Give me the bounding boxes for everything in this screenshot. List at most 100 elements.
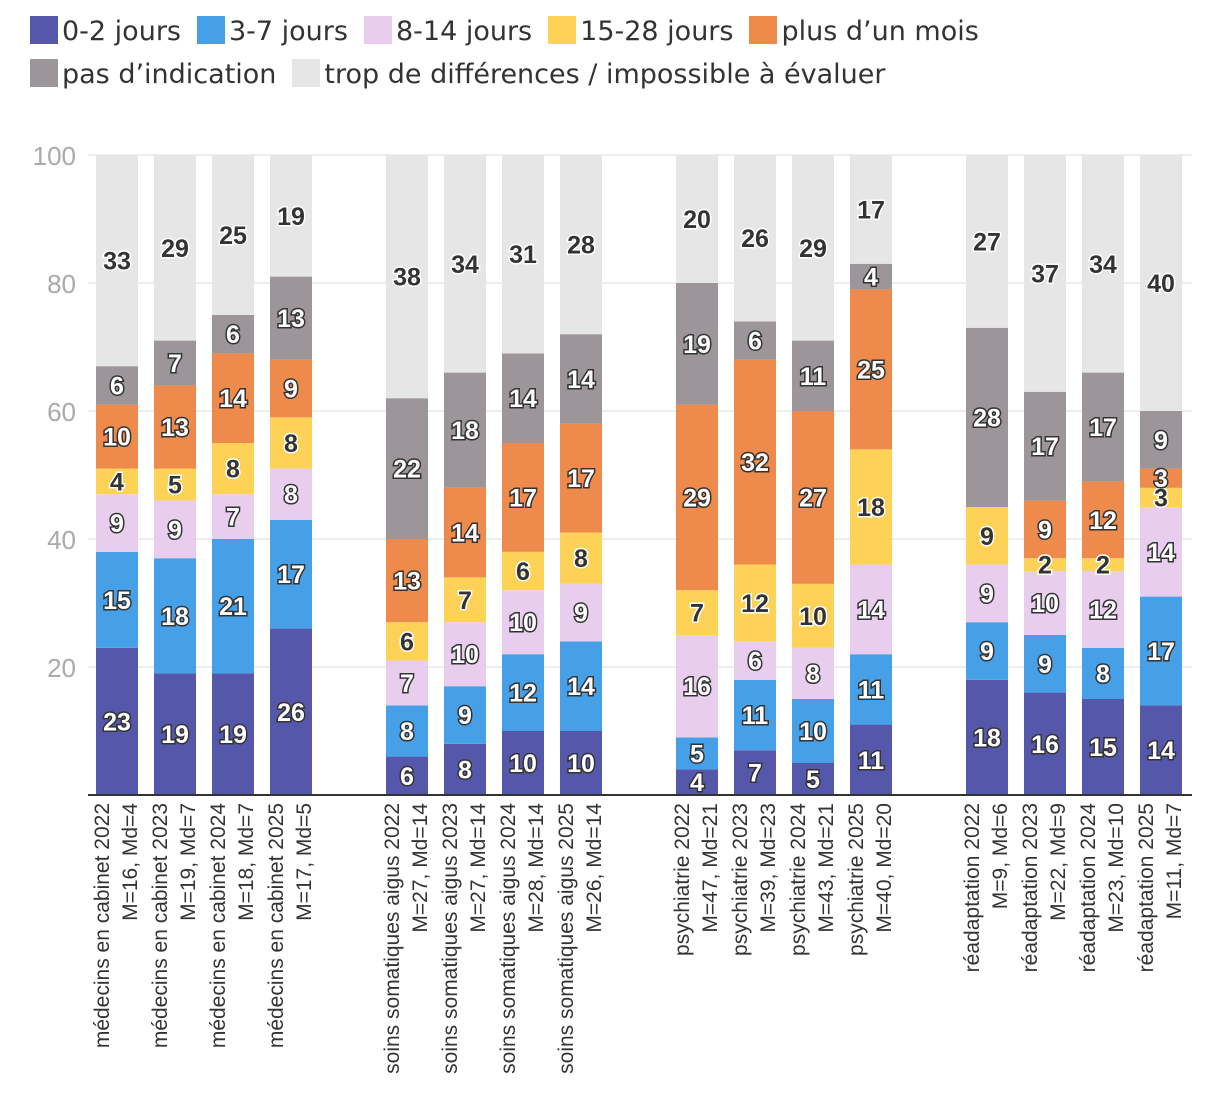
bar-segment-3-0 xyxy=(270,628,312,795)
data-label-9-5: 6 xyxy=(748,328,762,356)
x-tick-stats-12: M=9, Md=6 xyxy=(989,803,1012,909)
legend-swatch-5 xyxy=(30,59,58,87)
x-tick-label-5: soins somatiques aigus 2023 xyxy=(439,803,462,1074)
x-tick-stats-5: M=27, Md=14 xyxy=(467,803,490,933)
data-label-9-3: 12 xyxy=(741,590,769,618)
legend-label-0: 0-2 jours xyxy=(62,16,181,47)
x-tick-stats-4: M=27, Md=14 xyxy=(409,803,432,933)
data-label-14-0: 15 xyxy=(1089,734,1117,762)
bar-segment-5-3 xyxy=(444,577,486,623)
x-tick-label-13: réadaptation 2023 xyxy=(1019,803,1042,972)
bar-segment-9-1 xyxy=(734,679,776,751)
bar-segment-0-0 xyxy=(96,647,138,795)
data-label-5-6: 34 xyxy=(451,251,479,279)
bar-segment-5-0 xyxy=(444,743,486,795)
data-label-12-6: 27 xyxy=(973,228,1001,256)
data-label-4-6: 38 xyxy=(393,264,421,292)
x-tick-label-7: soins somatiques aigus 2025 xyxy=(555,803,578,1074)
data-label-3-1: 17 xyxy=(277,561,305,589)
bar-segment-7-5 xyxy=(560,334,602,424)
bar-segment-8-6 xyxy=(676,155,718,283)
bar-segment-15-4 xyxy=(1140,468,1182,488)
bar-segment-13-6 xyxy=(1024,155,1066,392)
bar-segment-11-1 xyxy=(850,654,892,725)
legend-swatch-4 xyxy=(749,16,778,44)
data-label-2-3: 8 xyxy=(226,456,240,484)
bar-segment-5-1 xyxy=(444,686,486,744)
bar-segment-0-4 xyxy=(96,404,138,469)
bar-segment-13-2 xyxy=(1024,571,1066,635)
bar-segment-2-6 xyxy=(212,155,254,315)
data-label-6-5: 14 xyxy=(509,385,537,413)
x-tick-label-8: psychiatrie 2022 xyxy=(671,803,694,956)
x-tick-label-14: réadaptation 2024 xyxy=(1077,803,1100,973)
data-label-3-5: 13 xyxy=(277,305,305,333)
legend-swatch-2 xyxy=(363,16,392,44)
data-label-8-1: 5 xyxy=(690,740,704,768)
bar-segment-10-6 xyxy=(792,155,834,341)
bar-segment-7-6 xyxy=(560,155,602,335)
bar-segment-6-2 xyxy=(502,590,544,655)
bar-segment-13-4 xyxy=(1024,500,1066,559)
bar-segment-13-0 xyxy=(1024,692,1066,795)
data-label-8-6: 20 xyxy=(683,206,711,234)
y-tick-label-100: 100 xyxy=(33,141,76,171)
legend-label-3: 15-28 jours xyxy=(580,16,734,47)
bar-segment-1-2 xyxy=(154,500,196,559)
y-tick-label-80: 80 xyxy=(47,269,76,299)
bar-segment-15-3 xyxy=(1140,487,1182,507)
x-tick-stats-1: M=19, Md=7 xyxy=(177,803,200,921)
bar-segment-14-1 xyxy=(1082,647,1124,699)
data-label-15-0: 14 xyxy=(1147,737,1175,765)
x-tick-label-6: soins somatiques aigus 2024 xyxy=(497,803,520,1074)
bar-segment-13-5 xyxy=(1024,391,1066,501)
x-tick-stats-15: M=11, Md=7 xyxy=(1163,803,1186,919)
x-tick-label-10: psychiatrie 2024 xyxy=(787,803,810,956)
bar-segment-3-2 xyxy=(270,468,312,520)
data-label-0-0: 23 xyxy=(103,708,131,736)
data-label-1-0: 19 xyxy=(161,721,189,749)
bar-segment-14-5 xyxy=(1082,372,1124,482)
bar-segment-15-2 xyxy=(1140,507,1182,597)
data-label-12-3: 9 xyxy=(980,523,994,551)
data-label-3-0: 26 xyxy=(277,699,305,727)
bar-segment-13-1 xyxy=(1024,635,1066,693)
legend-item-1: 3-7 jours xyxy=(196,10,348,53)
bar-segment-15-6 xyxy=(1140,155,1182,411)
x-tick-label-1: médecins en cabinet 2023 xyxy=(149,803,172,1048)
data-label-8-4: 29 xyxy=(683,484,711,512)
bar-segment-7-4 xyxy=(560,423,602,533)
data-label-12-1: 9 xyxy=(980,638,994,666)
bar-segment-9-3 xyxy=(734,564,776,642)
bar-segment-10-3 xyxy=(792,583,834,648)
data-label-13-5: 17 xyxy=(1031,433,1059,461)
data-label-7-0: 10 xyxy=(567,750,595,778)
y-tick-label-60: 60 xyxy=(47,397,76,427)
x-tick-label-0: médecins en cabinet 2022 xyxy=(91,803,114,1048)
data-label-10-1: 10 xyxy=(799,718,827,746)
x-tick-stats-14: M=23, Md=10 xyxy=(1105,803,1128,933)
data-label-12-0: 18 xyxy=(973,724,1001,752)
legend-swatch-6 xyxy=(292,59,321,87)
x-tick-stats-2: M=18, Md=7 xyxy=(235,803,258,921)
legend-item-5: pas d’indication xyxy=(30,53,276,96)
legend-swatch-3 xyxy=(548,16,577,44)
x-tick-stats-10: M=43, Md=21 xyxy=(815,803,838,933)
data-label-8-3: 7 xyxy=(690,600,704,628)
bar-segment-12-2 xyxy=(966,564,1008,623)
y-tick-label-20: 20 xyxy=(47,653,76,683)
data-label-8-5: 19 xyxy=(683,331,711,359)
data-label-15-2: 14 xyxy=(1147,539,1175,567)
bar-segment-8-3 xyxy=(676,590,718,635)
data-label-2-2: 7 xyxy=(226,504,240,532)
data-label-15-4: 3 xyxy=(1154,465,1168,493)
bar-segment-0-6 xyxy=(96,155,138,367)
legend-label-5: pas d’indication xyxy=(62,59,277,90)
data-label-2-6: 25 xyxy=(219,222,247,250)
bar-segment-0-3 xyxy=(96,468,138,495)
data-label-6-1: 12 xyxy=(509,680,537,708)
data-label-6-2: 10 xyxy=(509,609,537,637)
legend: 0-2 jours 3-7 jours 8-14 jours 15-28 jours p… xyxy=(30,10,1200,96)
bar-segment-1-3 xyxy=(154,468,196,501)
